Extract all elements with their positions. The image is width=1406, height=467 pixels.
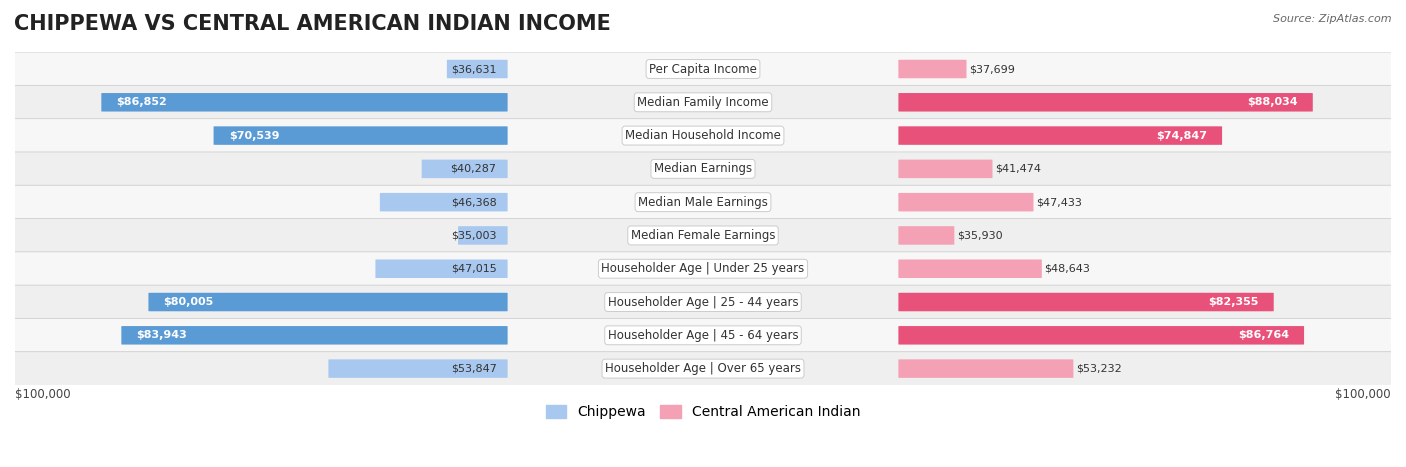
FancyBboxPatch shape [898,93,1313,112]
FancyBboxPatch shape [898,160,993,178]
FancyBboxPatch shape [375,260,508,278]
FancyBboxPatch shape [898,359,1073,378]
FancyBboxPatch shape [898,293,1274,311]
Text: $47,015: $47,015 [451,264,496,274]
Text: $48,643: $48,643 [1045,264,1091,274]
FancyBboxPatch shape [4,219,1402,252]
FancyBboxPatch shape [898,193,1033,212]
FancyBboxPatch shape [898,226,955,245]
Text: $70,539: $70,539 [229,131,280,141]
FancyBboxPatch shape [4,52,1402,86]
FancyBboxPatch shape [101,93,508,112]
FancyBboxPatch shape [4,318,1402,352]
FancyBboxPatch shape [380,193,508,212]
Text: $35,930: $35,930 [957,230,1002,241]
Text: $88,034: $88,034 [1247,97,1298,107]
FancyBboxPatch shape [4,252,1402,286]
FancyBboxPatch shape [4,185,1402,219]
FancyBboxPatch shape [4,152,1402,186]
Text: $82,355: $82,355 [1208,297,1258,307]
FancyBboxPatch shape [422,160,508,178]
Text: $53,232: $53,232 [1076,364,1122,374]
FancyBboxPatch shape [4,352,1402,386]
FancyBboxPatch shape [898,127,1222,145]
Text: Per Capita Income: Per Capita Income [650,63,756,76]
Text: Householder Age | 25 - 44 years: Householder Age | 25 - 44 years [607,296,799,309]
Text: $35,003: $35,003 [451,230,496,241]
Text: $86,764: $86,764 [1237,330,1289,340]
FancyBboxPatch shape [4,85,1402,119]
Text: $41,474: $41,474 [995,164,1042,174]
FancyBboxPatch shape [898,260,1042,278]
Text: $100,000: $100,000 [15,388,70,401]
FancyBboxPatch shape [214,127,508,145]
Text: Householder Age | 45 - 64 years: Householder Age | 45 - 64 years [607,329,799,342]
FancyBboxPatch shape [4,285,1402,319]
Text: $74,847: $74,847 [1156,131,1206,141]
FancyBboxPatch shape [458,226,508,245]
Text: $37,699: $37,699 [969,64,1015,74]
FancyBboxPatch shape [898,60,966,78]
Text: $80,005: $80,005 [163,297,214,307]
FancyBboxPatch shape [898,326,1303,345]
Text: $47,433: $47,433 [1036,197,1083,207]
FancyBboxPatch shape [329,359,508,378]
Text: Median Household Income: Median Household Income [626,129,780,142]
Text: $53,847: $53,847 [451,364,496,374]
Text: $40,287: $40,287 [450,164,496,174]
Text: Median Family Income: Median Family Income [637,96,769,109]
FancyBboxPatch shape [121,326,508,345]
Text: $100,000: $100,000 [1336,388,1391,401]
Text: CHIPPEWA VS CENTRAL AMERICAN INDIAN INCOME: CHIPPEWA VS CENTRAL AMERICAN INDIAN INCO… [14,14,612,34]
Text: $46,368: $46,368 [451,197,496,207]
Text: Median Earnings: Median Earnings [654,163,752,176]
FancyBboxPatch shape [447,60,508,78]
Text: $86,852: $86,852 [117,97,167,107]
FancyBboxPatch shape [4,119,1402,153]
Text: Median Male Earnings: Median Male Earnings [638,196,768,209]
Text: Median Female Earnings: Median Female Earnings [631,229,775,242]
Text: Householder Age | Under 25 years: Householder Age | Under 25 years [602,262,804,275]
Text: Source: ZipAtlas.com: Source: ZipAtlas.com [1274,14,1392,24]
Legend: Chippewa, Central American Indian: Chippewa, Central American Indian [540,400,866,425]
Text: Householder Age | Over 65 years: Householder Age | Over 65 years [605,362,801,375]
Text: $83,943: $83,943 [136,330,187,340]
FancyBboxPatch shape [149,293,508,311]
Text: $36,631: $36,631 [451,64,496,74]
